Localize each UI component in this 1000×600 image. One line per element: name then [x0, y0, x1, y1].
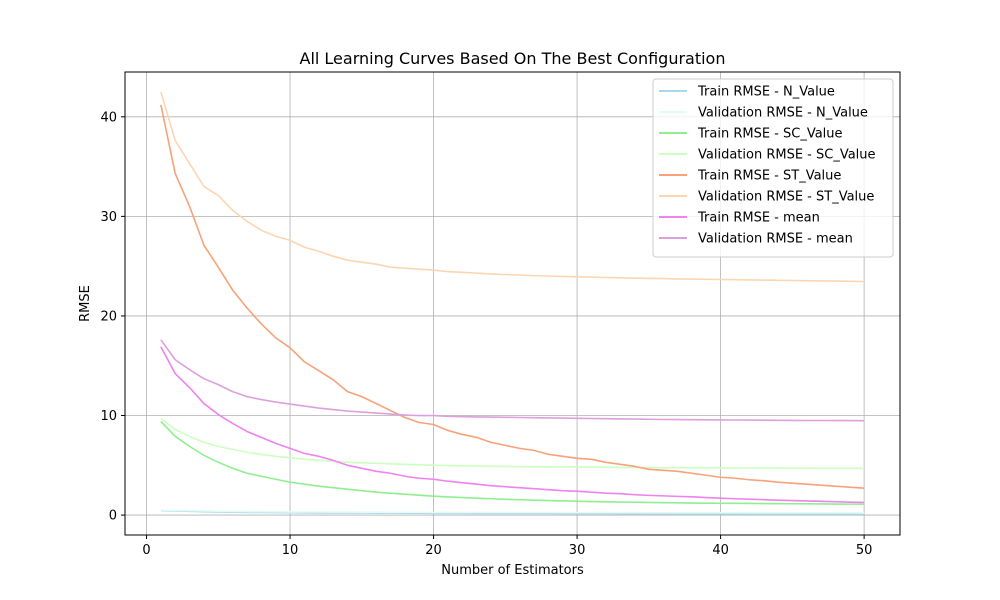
legend-label: Train RMSE - SC_Value — [697, 127, 843, 142]
series-line-3 — [160, 420, 865, 506]
axis-ticks: 0 10 20 30 40 50 0 10 20 30 40 — [100, 110, 872, 558]
legend-box — [652, 78, 894, 258]
y-tick-label: 20 — [100, 309, 117, 324]
series-line-8 — [160, 339, 865, 422]
legend-label: Validation RMSE - SC_Value — [698, 148, 876, 163]
series-line-6 — [160, 91, 865, 283]
x-tick-label: 50 — [856, 543, 873, 558]
plot-series — [160, 91, 865, 515]
legend: Train RMSE - N_Value Validation RMSE - N_… — [652, 78, 894, 258]
series-line-2 — [160, 509, 865, 514]
plot-area-frame — [124, 71, 901, 536]
legend-label: Train RMSE - N_Value — [697, 85, 835, 100]
chart-title: All Learning Curves Based On The Best Co… — [300, 49, 726, 68]
y-tick-label: 30 — [100, 210, 117, 225]
series-line-7 — [160, 346, 865, 504]
series-line-4 — [160, 417, 865, 470]
x-tick-label: 10 — [282, 543, 299, 558]
legend-label: Train RMSE - ST_Value — [697, 169, 841, 184]
legend-label: Validation RMSE - ST_Value — [698, 190, 874, 205]
y-tick-label: 40 — [100, 110, 117, 125]
legend-label: Validation RMSE - mean — [698, 232, 853, 247]
x-tick-label: 30 — [569, 543, 586, 558]
legend-label: Validation RMSE - N_Value — [698, 106, 868, 121]
legend-label: Train RMSE - mean — [697, 211, 820, 226]
y-tick-label: 10 — [100, 409, 117, 424]
x-axis-label: Number of Estimators — [441, 563, 584, 578]
x-tick-label: 20 — [425, 543, 442, 558]
series-line-5 — [160, 104, 865, 489]
y-tick-label: 0 — [109, 509, 117, 524]
x-tick-label: 40 — [712, 543, 729, 558]
x-tick-label: 0 — [142, 543, 150, 558]
y-axis-label: RMSE — [78, 285, 93, 322]
